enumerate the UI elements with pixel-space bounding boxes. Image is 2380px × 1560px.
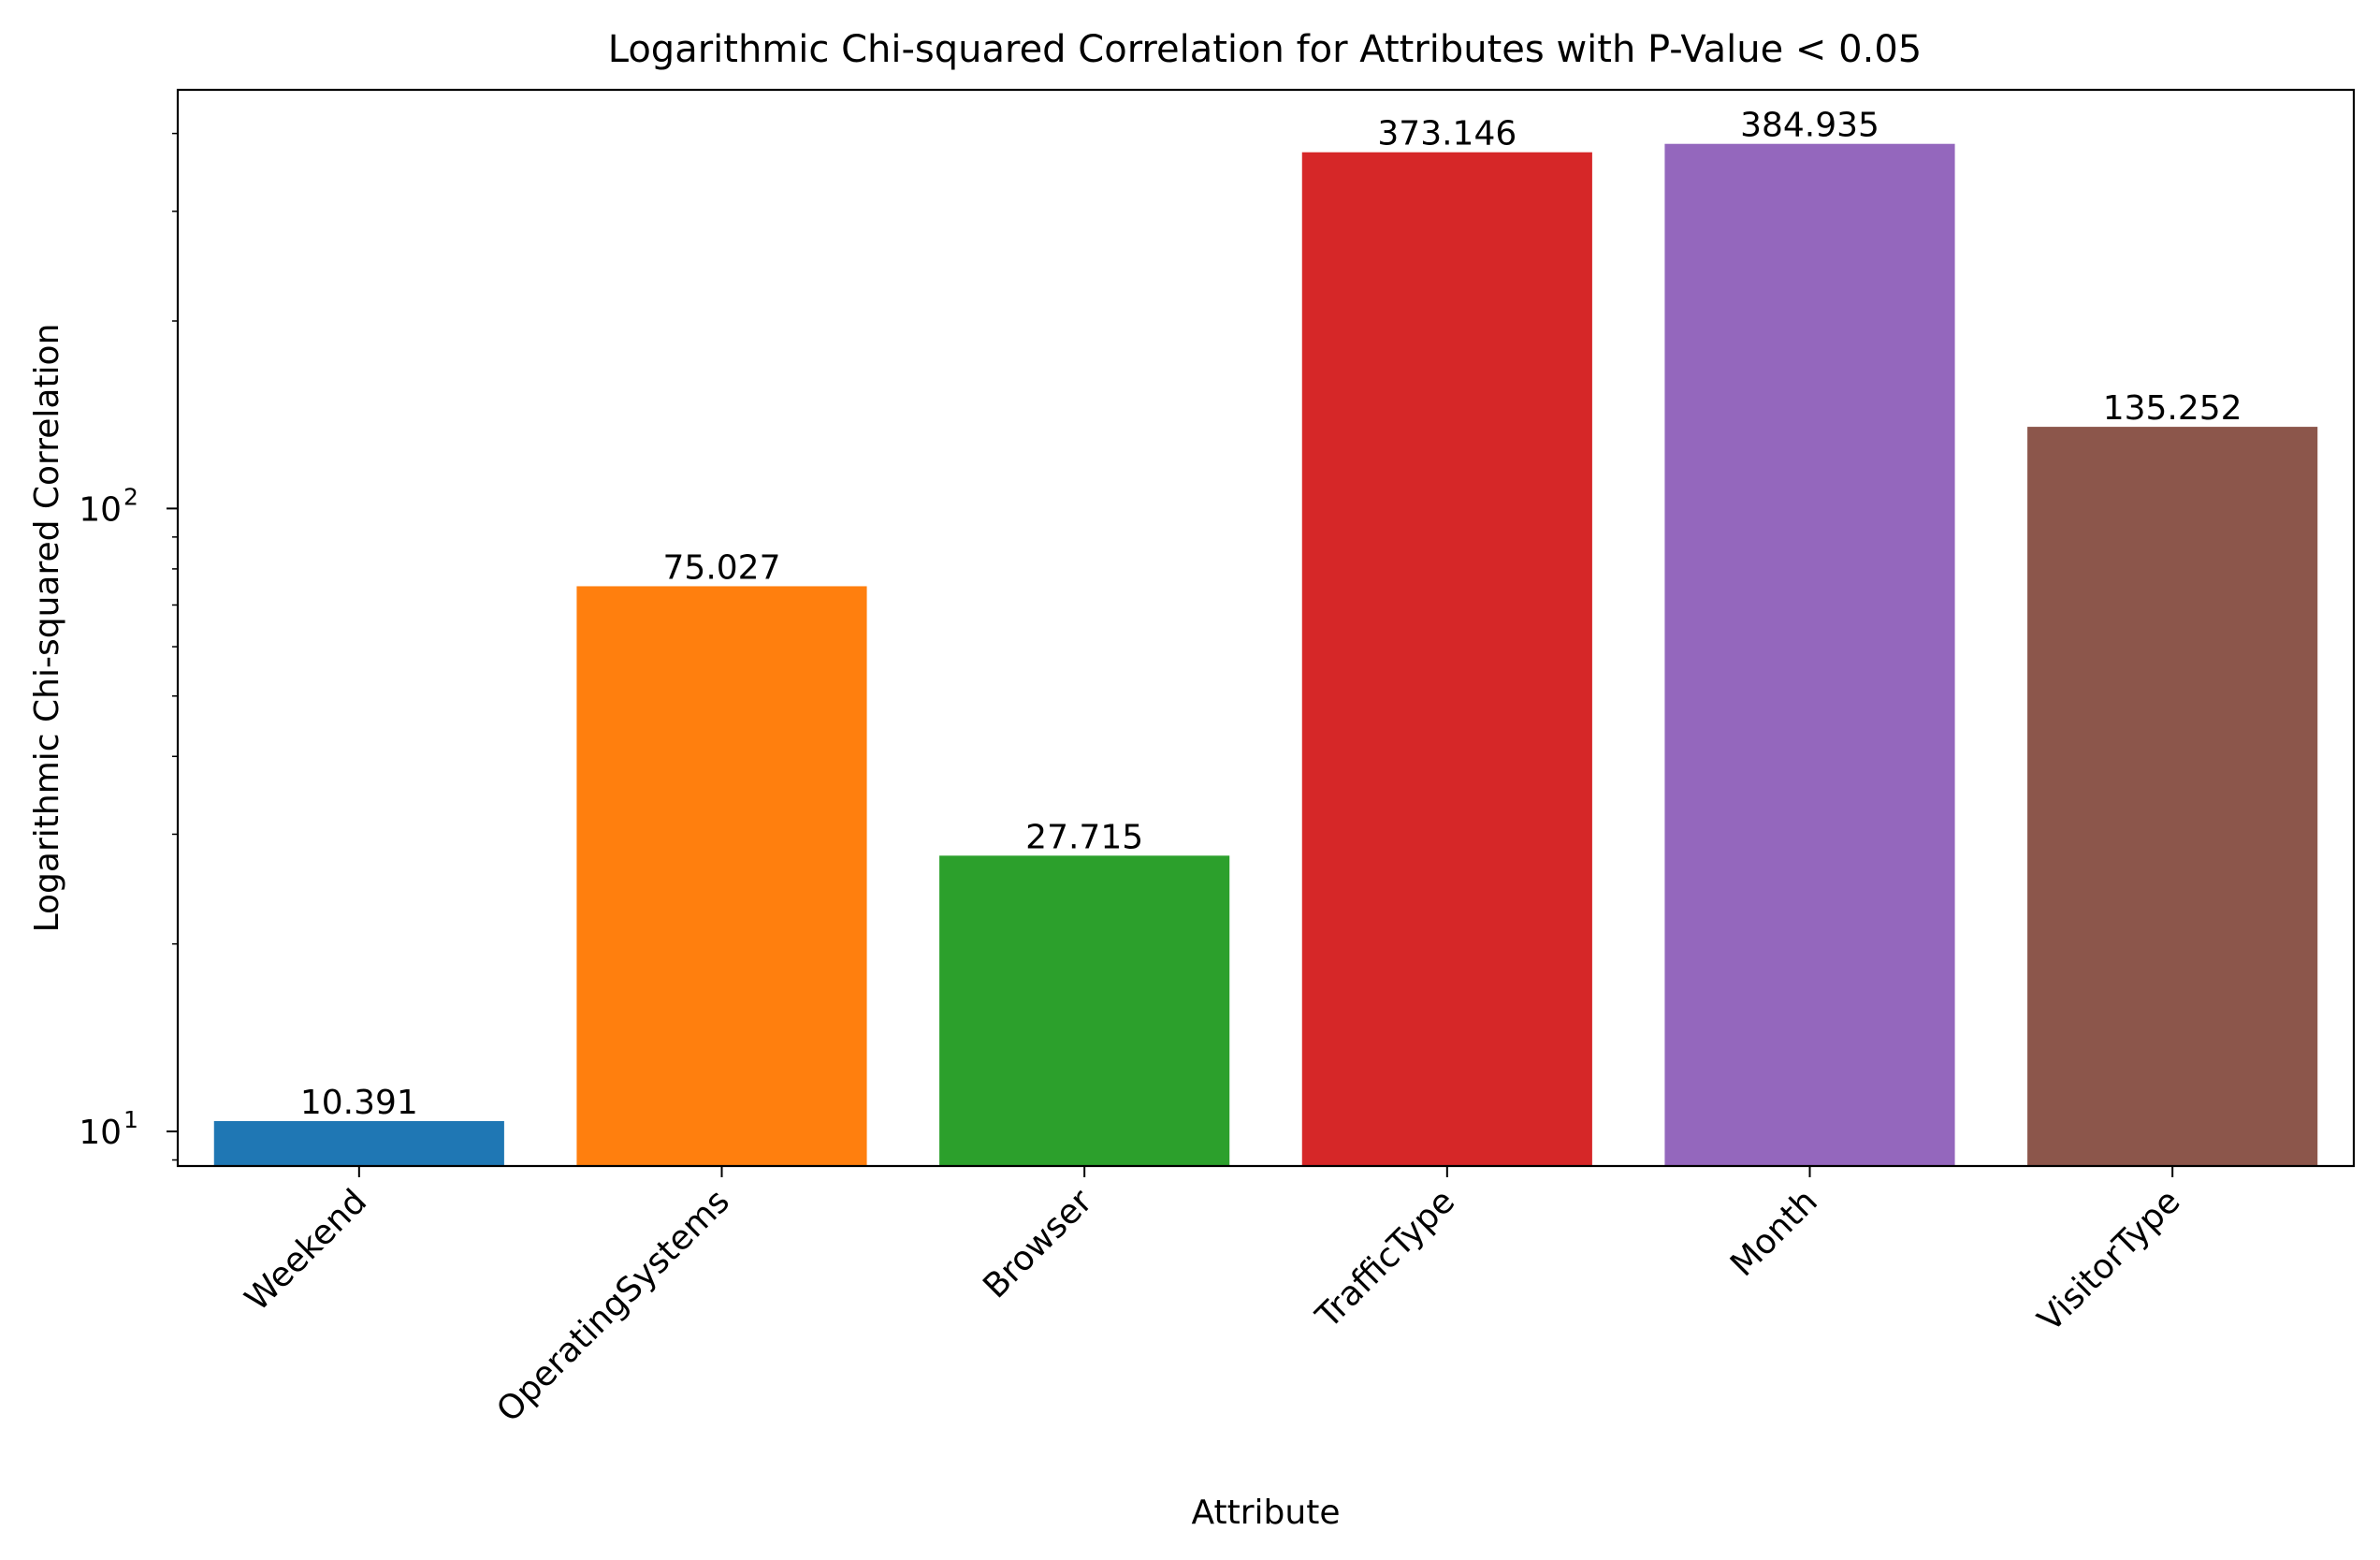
y-axis-label: Logarithmic Chi-squared Correlation: [28, 324, 66, 933]
bar-month: [1664, 143, 1955, 1166]
bar-operatingsystems: [576, 586, 867, 1166]
bar-value-labels: 10.391 75.027 27.715 373.146 384.935 135.252: [300, 107, 2242, 1122]
y-tick-label-exponent: 2: [123, 483, 138, 510]
x-axis-label: Attribute: [1192, 1494, 1341, 1532]
bar-value-label: 135.252: [2103, 389, 2242, 428]
y-tick-label-exponent: 1: [123, 1106, 138, 1133]
y-tick-label: 10: [79, 1114, 122, 1152]
bar-traffictype: [1301, 152, 1592, 1167]
bar-value-label: 10.391: [300, 1084, 418, 1122]
bar-value-label: 373.146: [1377, 115, 1517, 153]
bar-visitortype: [2027, 427, 2318, 1166]
bar-browser: [939, 855, 1230, 1166]
bars: [213, 143, 2318, 1167]
bar-value-label: 384.935: [1740, 107, 1879, 145]
axes-frame: [176, 88, 2356, 1168]
y-tick-label: 10: [79, 490, 122, 529]
bar-weekend: [213, 1120, 504, 1166]
bar-value-label: 27.715: [1025, 818, 1143, 856]
chart-title: Logarithmic Chi-squared Correlation for …: [608, 28, 1922, 71]
bar-value-label: 75.027: [663, 548, 781, 587]
